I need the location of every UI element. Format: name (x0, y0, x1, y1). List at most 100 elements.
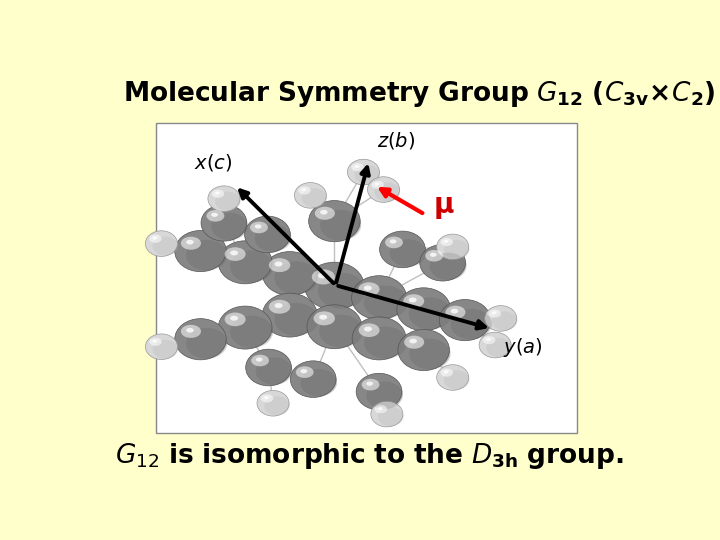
Ellipse shape (268, 299, 318, 336)
Ellipse shape (320, 210, 361, 241)
Ellipse shape (315, 207, 335, 220)
Ellipse shape (488, 309, 501, 318)
Ellipse shape (149, 234, 162, 243)
Ellipse shape (256, 357, 292, 385)
Ellipse shape (479, 332, 511, 358)
Ellipse shape (312, 269, 335, 285)
Ellipse shape (153, 237, 157, 239)
Ellipse shape (153, 340, 178, 359)
Ellipse shape (319, 315, 327, 320)
Ellipse shape (485, 306, 517, 331)
Ellipse shape (379, 231, 426, 268)
Ellipse shape (451, 309, 492, 340)
Ellipse shape (262, 293, 318, 337)
Ellipse shape (374, 405, 387, 413)
Ellipse shape (310, 268, 365, 309)
Ellipse shape (250, 354, 292, 385)
Text: $\mathit{x(c)}$: $\mathit{x(c)}$ (194, 152, 232, 173)
Ellipse shape (180, 324, 228, 359)
Ellipse shape (390, 239, 426, 267)
Text: $\mathit{G}_{12}\ \bf{is\ isomorphic\ to\ the}\ \mathit{D}_{3h}\ \bf{group.}$: $\mathit{G}_{12}\ \bf{is\ isomorphic\ to… (114, 442, 624, 471)
Ellipse shape (451, 309, 458, 313)
Ellipse shape (211, 213, 248, 240)
Ellipse shape (318, 273, 366, 308)
Ellipse shape (318, 273, 327, 278)
Ellipse shape (441, 238, 453, 246)
Ellipse shape (440, 368, 469, 390)
Text: $\mathbf{\mu}$: $\mathbf{\mu}$ (433, 194, 454, 221)
Ellipse shape (245, 216, 290, 253)
Ellipse shape (440, 238, 469, 259)
Ellipse shape (437, 364, 469, 390)
Ellipse shape (302, 188, 327, 207)
Ellipse shape (223, 246, 273, 283)
Ellipse shape (371, 401, 403, 427)
Ellipse shape (357, 281, 408, 319)
Ellipse shape (354, 165, 359, 168)
Ellipse shape (218, 241, 272, 284)
Ellipse shape (364, 327, 372, 332)
Ellipse shape (215, 192, 240, 211)
Ellipse shape (439, 300, 491, 341)
Ellipse shape (403, 294, 424, 308)
Ellipse shape (309, 200, 360, 242)
Ellipse shape (364, 327, 407, 359)
Ellipse shape (298, 186, 311, 194)
Ellipse shape (201, 205, 247, 241)
Ellipse shape (269, 258, 290, 272)
Ellipse shape (180, 236, 228, 271)
Ellipse shape (255, 225, 261, 228)
Ellipse shape (186, 328, 194, 333)
Ellipse shape (366, 382, 403, 409)
Ellipse shape (211, 213, 218, 217)
Ellipse shape (357, 322, 407, 359)
Bar (156, 123, 577, 433)
Ellipse shape (256, 357, 263, 362)
Ellipse shape (354, 165, 380, 184)
Ellipse shape (250, 221, 268, 233)
Ellipse shape (444, 240, 469, 259)
Ellipse shape (230, 316, 238, 321)
Ellipse shape (430, 253, 436, 257)
Ellipse shape (274, 303, 318, 336)
Ellipse shape (351, 276, 407, 320)
Ellipse shape (249, 221, 291, 252)
Ellipse shape (361, 379, 379, 390)
Ellipse shape (426, 250, 443, 261)
Ellipse shape (186, 240, 194, 245)
Ellipse shape (351, 163, 364, 171)
Ellipse shape (186, 328, 228, 359)
Ellipse shape (359, 323, 379, 337)
Ellipse shape (378, 407, 404, 426)
Ellipse shape (397, 288, 451, 331)
Ellipse shape (492, 312, 518, 330)
Ellipse shape (307, 305, 362, 349)
Ellipse shape (356, 373, 402, 410)
Ellipse shape (145, 231, 177, 256)
Ellipse shape (374, 183, 400, 202)
Ellipse shape (444, 305, 492, 340)
Ellipse shape (290, 361, 336, 397)
Ellipse shape (385, 237, 403, 248)
Ellipse shape (390, 239, 397, 244)
Ellipse shape (312, 310, 363, 348)
Ellipse shape (255, 225, 292, 252)
Ellipse shape (257, 390, 289, 416)
Ellipse shape (211, 189, 240, 211)
Ellipse shape (367, 177, 400, 202)
Ellipse shape (230, 251, 238, 255)
Ellipse shape (378, 407, 382, 410)
Ellipse shape (212, 190, 224, 198)
Ellipse shape (297, 186, 327, 208)
Ellipse shape (207, 210, 225, 221)
Ellipse shape (444, 370, 449, 373)
Ellipse shape (274, 261, 282, 266)
Ellipse shape (437, 234, 469, 260)
Ellipse shape (223, 312, 273, 348)
Ellipse shape (153, 340, 157, 342)
Ellipse shape (208, 186, 240, 212)
Ellipse shape (319, 315, 363, 348)
Ellipse shape (351, 163, 380, 184)
Text: $\mathit{z(b)}$: $\mathit{z(b)}$ (377, 130, 415, 151)
Ellipse shape (261, 394, 274, 402)
